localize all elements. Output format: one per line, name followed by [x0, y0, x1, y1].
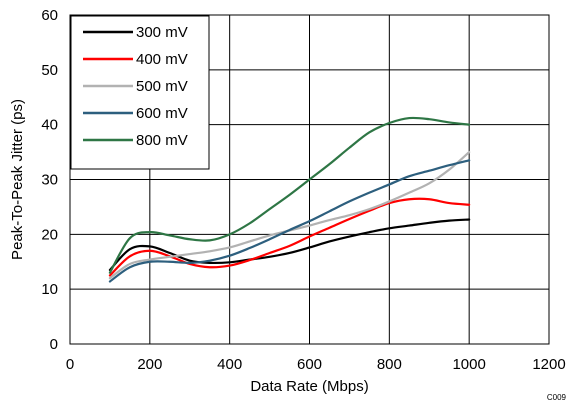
- x-tick-label: 0: [66, 356, 74, 373]
- y-axis-title: Peak-To-Peak Jitter (ps): [9, 99, 26, 260]
- plot-frame: [69, 14, 550, 345]
- legend-label: 300 mV: [136, 24, 188, 41]
- series-line-400-mv: [108, 197, 471, 277]
- legend-item: 800 mV: [83, 132, 188, 149]
- x-tick-labels: 0 200 400 600 800 1000 1200: [66, 356, 566, 373]
- legend-box: [70, 15, 210, 170]
- legend-label: 400 mV: [136, 51, 188, 68]
- legend-item: 600 mV: [83, 105, 188, 122]
- legend-item: 300 mV: [83, 24, 188, 41]
- y-tick-label: 20: [41, 226, 58, 243]
- legend: 300 mV 400 mV 500 mV 600 mV 800 mV: [70, 15, 210, 170]
- x-tick-label: 800: [377, 356, 402, 373]
- y-tick-labels: 0 10 20 30 40 50 60: [41, 7, 58, 353]
- series-line-600-mv: [108, 159, 471, 283]
- legend-label: 500 mV: [136, 78, 188, 95]
- y-tick-label: 30: [41, 172, 58, 189]
- x-tick-label: 1200: [532, 356, 565, 373]
- y-tick-label: 50: [41, 62, 58, 79]
- y-tick-label: 10: [41, 281, 58, 298]
- series-line-300-mv: [108, 218, 471, 272]
- legend-label: 800 mV: [136, 132, 188, 149]
- x-tick-label: 400: [217, 356, 242, 373]
- x-tick-label: 600: [297, 356, 322, 373]
- y-tick-label: 0: [50, 336, 58, 353]
- x-tick-label: 1000: [452, 356, 485, 373]
- y-tick-label: 60: [41, 7, 58, 24]
- legend-item: 500 mV: [83, 78, 188, 95]
- chart-footnote: C009: [547, 393, 567, 402]
- series-line-500-mv: [108, 150, 471, 280]
- x-axis-title: Data Rate (Mbps): [250, 378, 368, 395]
- legend-item: 400 mV: [83, 51, 188, 68]
- x-tick-label: 200: [137, 356, 162, 373]
- series-line-800-mv: [108, 116, 471, 274]
- legend-label: 600 mV: [136, 105, 188, 122]
- series-layer: [108, 116, 471, 283]
- y-tick-label: 40: [41, 117, 58, 134]
